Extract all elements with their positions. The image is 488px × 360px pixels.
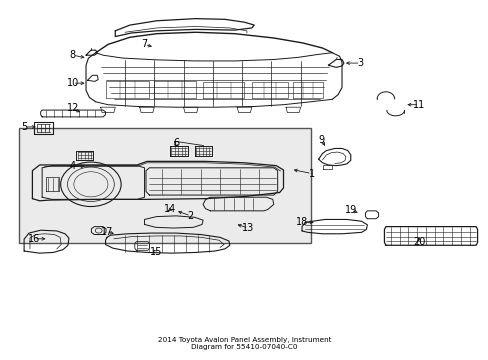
Text: 18: 18: [295, 217, 307, 227]
Text: 13: 13: [242, 223, 254, 233]
Text: 6: 6: [173, 138, 179, 148]
Text: 4: 4: [70, 161, 76, 171]
Text: 2014 Toyota Avalon Panel Assembly, Instrument
Diagram for 55410-07040-C0: 2014 Toyota Avalon Panel Assembly, Instr…: [158, 337, 330, 350]
Text: 5: 5: [21, 122, 27, 132]
Text: 17: 17: [101, 227, 113, 237]
Text: 10: 10: [66, 78, 79, 88]
Text: 7: 7: [141, 40, 147, 49]
Text: 8: 8: [70, 50, 76, 60]
Text: 19: 19: [344, 205, 356, 215]
Text: 15: 15: [149, 247, 162, 257]
Text: 3: 3: [357, 58, 363, 68]
Text: 16: 16: [28, 234, 40, 244]
Text: 9: 9: [318, 135, 324, 145]
Text: 1: 1: [308, 168, 314, 179]
Text: 2: 2: [187, 211, 194, 221]
Text: 11: 11: [412, 100, 425, 110]
Text: 12: 12: [66, 103, 79, 113]
Text: 14: 14: [164, 204, 176, 215]
Bar: [19, 128, 310, 243]
Text: 20: 20: [412, 237, 425, 247]
